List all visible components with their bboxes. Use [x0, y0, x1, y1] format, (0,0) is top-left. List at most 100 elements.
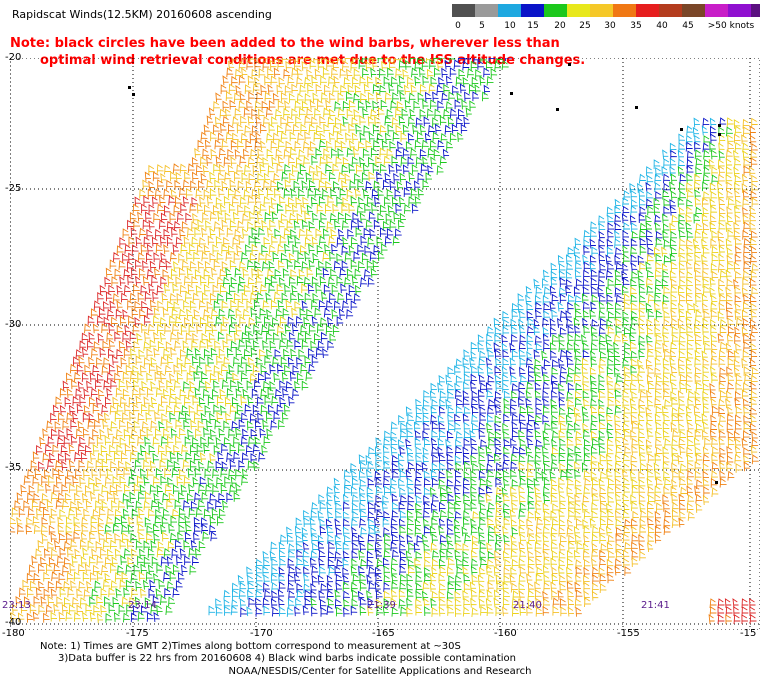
wind-barb — [695, 222, 703, 233]
wind-barb — [112, 293, 120, 303]
wind-barb — [574, 373, 581, 384]
wind-barb — [95, 540, 103, 551]
wind-barb — [695, 341, 702, 352]
wind-barb — [608, 477, 615, 488]
wind-barb — [231, 75, 238, 86]
wind-barb — [416, 535, 424, 545]
wind-barb — [237, 364, 245, 375]
wind-barb — [615, 462, 622, 473]
wind-speed-legend: 0 5 10 15 20 25 30 35 40 45 >50 knots — [452, 4, 760, 34]
wind-barb — [598, 413, 606, 424]
wind-barb — [415, 502, 422, 513]
note-line-2: optimal wind retrieval conditions are me… — [40, 53, 586, 68]
wind-barb — [31, 555, 38, 566]
wind-barb — [431, 533, 439, 544]
legend-swatch — [705, 4, 728, 17]
wind-barb — [518, 454, 526, 465]
wind-barb — [446, 382, 454, 393]
wind-barb — [581, 502, 588, 513]
wind-barb — [156, 563, 163, 574]
wind-barb — [229, 99, 237, 110]
wind-barb — [439, 534, 447, 545]
wind-barb — [502, 422, 509, 433]
wind-barb — [662, 342, 669, 353]
wind-barb — [163, 244, 170, 255]
wind-barb — [193, 308, 200, 319]
wind-barb — [422, 581, 430, 592]
wind-barb — [623, 293, 631, 304]
wind-barb — [613, 367, 621, 378]
wind-barb — [375, 573, 383, 584]
wind-barb — [527, 501, 535, 512]
wind-barb — [423, 477, 431, 488]
wind-barb — [391, 117, 399, 127]
wind-barb — [478, 357, 486, 368]
wind-barb — [518, 381, 526, 392]
wind-barb — [70, 435, 78, 446]
wind-barb — [583, 534, 590, 545]
wind-barb — [295, 315, 303, 326]
wind-barb — [749, 606, 756, 617]
wind-barb — [592, 493, 599, 504]
wind-barb — [550, 581, 557, 592]
wind-barb — [383, 574, 391, 585]
wind-barb — [431, 494, 439, 504]
wind-barb — [487, 550, 495, 561]
wind-barb — [192, 171, 199, 182]
wind-barb — [694, 254, 701, 265]
wind-barb — [623, 429, 631, 440]
wind-barb — [378, 68, 386, 78]
wind-barb — [181, 260, 189, 270]
wind-barb — [273, 411, 281, 422]
wind-barb — [468, 83, 476, 94]
wind-barb — [85, 603, 93, 614]
wind-barb — [598, 239, 606, 249]
wind-barb — [143, 475, 150, 486]
wind-barb — [654, 173, 662, 184]
wind-barb — [186, 227, 194, 238]
wind-barb — [228, 83, 236, 94]
wind-barb — [397, 84, 404, 94]
wind-barb — [448, 501, 455, 512]
wind-barb — [201, 251, 209, 262]
wind-barb — [605, 286, 613, 297]
wind-barb — [735, 414, 742, 425]
wind-barb — [416, 131, 424, 142]
wind-barb — [693, 213, 701, 224]
wind-barb — [207, 356, 214, 367]
wind-barb — [686, 270, 694, 281]
wind-barb — [229, 459, 237, 470]
wind-barb — [167, 435, 174, 446]
wind-barb — [335, 510, 342, 521]
wind-barb — [103, 379, 111, 390]
wind-barb — [662, 366, 670, 377]
wind-barb — [381, 61, 388, 71]
wind-barb — [647, 309, 655, 320]
wind-barb — [687, 421, 694, 432]
wind-barb — [310, 583, 317, 594]
wind-barb — [670, 301, 678, 312]
wind-barb — [662, 429, 670, 440]
wind-barb — [718, 142, 725, 153]
wind-barb — [341, 179, 348, 190]
wind-barb — [277, 155, 284, 166]
wind-barb — [213, 365, 221, 375]
wind-barb — [694, 357, 702, 368]
wind-barb — [429, 59, 436, 70]
wind-barb — [622, 390, 630, 400]
wind-barb — [422, 406, 429, 417]
wind-barb — [542, 565, 550, 576]
wind-barb — [743, 221, 751, 232]
wind-barb — [518, 598, 525, 609]
wind-barb — [39, 500, 47, 511]
wind-barb — [160, 395, 168, 406]
wind-barb — [241, 468, 249, 479]
wind-barb — [235, 468, 242, 479]
wind-barb — [485, 60, 493, 71]
wind-barb — [590, 350, 597, 361]
wind-barb — [327, 316, 334, 327]
wind-barb — [414, 557, 421, 568]
wind-barb — [392, 131, 400, 142]
wind-barb — [279, 339, 287, 350]
wind-barb — [308, 363, 316, 374]
